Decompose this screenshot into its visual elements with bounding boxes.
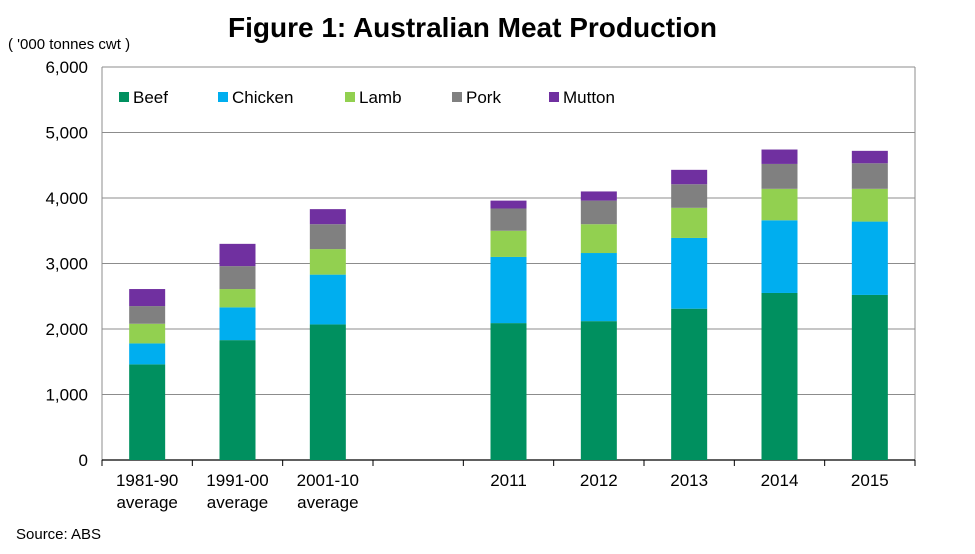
bar-lamb-segment [490, 230, 527, 257]
y-tick-label: 3,000 [45, 255, 88, 274]
bar-lamb-segment [129, 323, 166, 344]
y-tick-label: 1,000 [45, 386, 88, 405]
y-tick-label: 6,000 [45, 58, 88, 77]
bar-mutton-segment [761, 149, 798, 164]
bar-beef-segment [309, 324, 346, 460]
bar-pork-segment [580, 200, 617, 225]
bar-mutton-segment [851, 150, 888, 164]
legend-swatch-mutton [549, 92, 559, 102]
legend-label-pork: Pork [466, 88, 501, 107]
legend-swatch-pork [452, 92, 462, 102]
legend-label-lamb: Lamb [359, 88, 402, 107]
legend-label-mutton: Mutton [563, 88, 615, 107]
bar-chicken-segment [309, 274, 346, 325]
bar-pork-segment [129, 306, 166, 324]
bar-lamb-segment [219, 289, 256, 308]
y-tick-label: 5,000 [45, 124, 88, 143]
bar-chicken-segment [671, 237, 708, 309]
bar-beef-segment [129, 364, 166, 460]
y-axis-unit-label: ( '000 tonnes cwt ) [8, 36, 131, 53]
bar-chicken-segment [761, 220, 798, 293]
y-tick-label: 2,000 [45, 320, 88, 339]
bar-beef-segment [580, 321, 617, 460]
bar-pork-segment [761, 163, 798, 189]
bar-pork-segment [219, 266, 256, 290]
x-tick-label: 2012 [580, 471, 618, 490]
bar-lamb-segment [761, 188, 798, 221]
chart-title: Figure 1: Australian Meat Production [227, 12, 717, 43]
bar-beef-segment [219, 340, 256, 460]
y-tick-label: 4,000 [45, 189, 88, 208]
bar-chicken-segment [580, 253, 617, 322]
bar-lamb-segment [851, 188, 888, 222]
legend-label-chicken: Chicken [232, 88, 293, 107]
legend-swatch-chicken [218, 92, 228, 102]
bar-pork-segment [671, 184, 708, 208]
source-note: Source: ABS [16, 526, 102, 543]
bar-mutton-segment [580, 191, 617, 201]
x-tick-label: 2015 [851, 471, 889, 490]
y-tick-label: 0 [79, 451, 88, 470]
bar-lamb-segment [580, 224, 617, 254]
x-tick-label: 1981-90 [116, 471, 178, 490]
x-tick-label: average [297, 493, 358, 512]
legend-swatch-lamb [345, 92, 355, 102]
bar-pork-segment [851, 163, 888, 189]
x-tick-label: 2014 [761, 471, 799, 490]
bar-pork-segment [309, 224, 346, 250]
bar-chicken-segment [129, 343, 166, 365]
x-tick-label: 1991-00 [206, 471, 268, 490]
legend-label-beef: Beef [133, 88, 168, 107]
bar-beef-segment [851, 294, 888, 460]
bar-mutton-segment [219, 243, 256, 267]
x-tick-label: 2013 [670, 471, 708, 490]
bar-mutton-segment [671, 169, 708, 185]
bar-mutton-segment [309, 209, 346, 225]
bar-beef-segment [761, 292, 798, 460]
x-tick-label: average [207, 493, 268, 512]
x-tick-label: average [116, 493, 177, 512]
bar-chicken-segment [219, 307, 256, 341]
bar-pork-segment [490, 208, 527, 231]
x-tick-label: 2011 [490, 471, 527, 490]
bar-beef-segment [490, 323, 527, 460]
x-tick-label: 2001-10 [297, 471, 359, 490]
bar-lamb-segment [309, 249, 346, 275]
bar-mutton-segment [129, 289, 166, 307]
bar-lamb-segment [671, 207, 708, 238]
bar-chicken-segment [851, 221, 888, 295]
legend-swatch-beef [119, 92, 129, 102]
bar-beef-segment [671, 308, 708, 460]
bar-chicken-segment [490, 256, 527, 324]
bar-mutton-segment [490, 200, 527, 209]
